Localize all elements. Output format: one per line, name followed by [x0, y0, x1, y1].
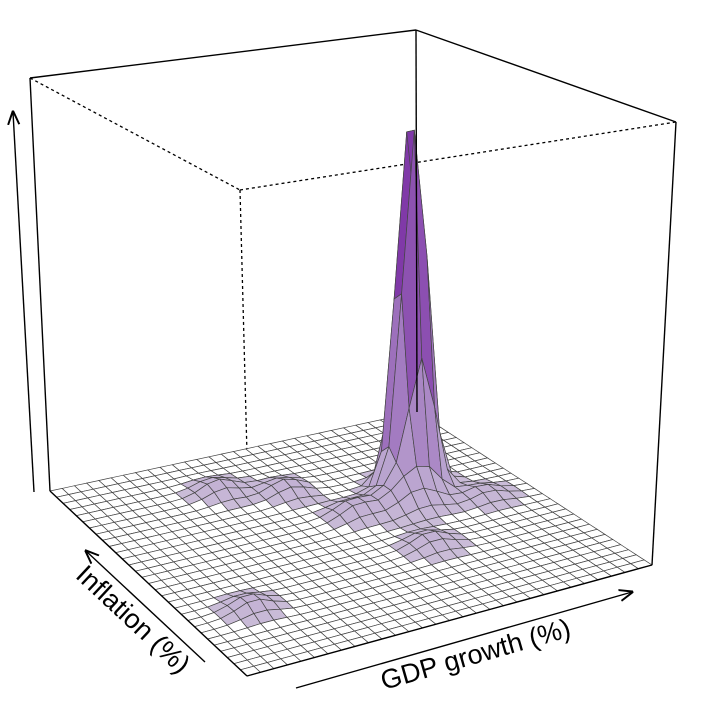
- box-front-edges: [29, 29, 677, 677]
- x-axis-arrow: [295, 592, 632, 689]
- surface-mesh: [49, 129, 653, 677]
- y-axis-arrow: [86, 551, 206, 663]
- z-axis-arrow: [13, 112, 35, 493]
- axis-arrows: [13, 112, 632, 689]
- box-back-edges: [29, 77, 677, 455]
